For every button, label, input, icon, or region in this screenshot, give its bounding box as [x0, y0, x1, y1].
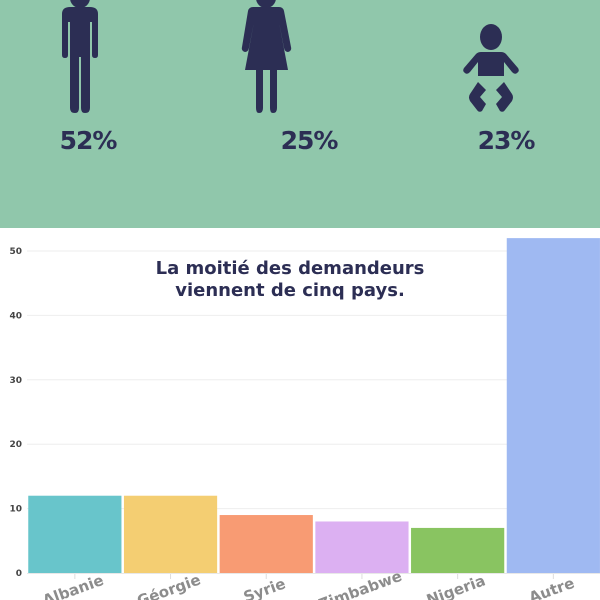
children-percentage: 23%: [477, 126, 536, 155]
bar-géorgie[interactable]: [123, 495, 218, 573]
chart-title-line-1: La moitié des demandeurs: [155, 258, 425, 279]
baby-icon: [463, 24, 519, 112]
y-tick-label: 0: [16, 569, 22, 579]
x-tick-label: Syrie: [241, 574, 288, 600]
chart-title: La moitié des demandeurs viennent de cin…: [130, 258, 450, 302]
y-tick-label: 30: [9, 376, 22, 386]
y-tick-label: 50: [9, 247, 22, 257]
bar-zimbabwe[interactable]: [315, 521, 409, 573]
woman-icon: [241, 0, 292, 113]
bar-albanie[interactable]: [28, 495, 122, 573]
x-tick-label: Géorgie: [135, 571, 203, 600]
y-tick-label: 40: [9, 311, 22, 321]
y-tick-label: 20: [9, 440, 22, 450]
bar-nigeria[interactable]: [411, 527, 505, 573]
bar-syrie[interactable]: [219, 515, 313, 573]
men-percentage: 52%: [59, 126, 118, 155]
demographics-panel: 52% 25% 23%: [0, 0, 600, 228]
women-percentage: 25%: [280, 126, 339, 155]
man-icon: [62, 0, 98, 113]
x-tick-label: Albanie: [40, 571, 106, 600]
x-tick-label: Autre: [526, 574, 576, 600]
bar-autre[interactable]: [506, 238, 600, 573]
chart-title-line-2: viennent de cinq pays.: [175, 280, 405, 301]
x-tick-label: Nigeria: [424, 571, 488, 600]
y-tick-label: 10: [9, 505, 22, 515]
